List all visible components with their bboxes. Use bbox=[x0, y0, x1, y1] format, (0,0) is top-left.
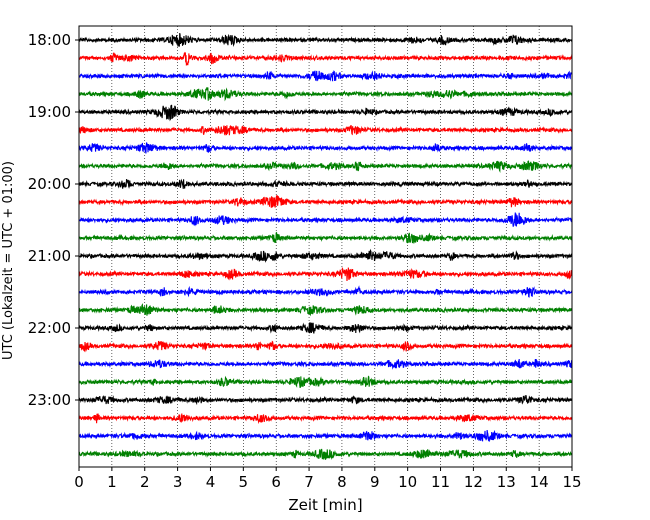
seismogram-trace bbox=[78, 160, 573, 173]
seismogram-trace bbox=[78, 448, 573, 460]
x-tick-label: 9 bbox=[370, 473, 380, 491]
seismogram-trace bbox=[78, 394, 573, 406]
y-tick-label: 19:00 bbox=[28, 103, 71, 121]
seismogram-trace bbox=[78, 358, 573, 370]
seismogram-trace bbox=[78, 248, 573, 263]
x-tick-label: 4 bbox=[206, 473, 216, 491]
seismogram-trace bbox=[78, 340, 573, 353]
seismogram-trace bbox=[78, 231, 573, 244]
seismogram-trace bbox=[78, 178, 573, 189]
seismogram-trace bbox=[78, 70, 573, 82]
x-tick-label: 7 bbox=[304, 473, 314, 491]
seismogram-trace bbox=[78, 375, 573, 388]
x-tick-label: 5 bbox=[239, 473, 249, 491]
y-tick-label: 18:00 bbox=[28, 31, 71, 49]
x-tick-label: 2 bbox=[140, 473, 150, 491]
seismogram-trace bbox=[78, 413, 573, 425]
seismogram-trace bbox=[78, 195, 573, 208]
x-tick-label: 3 bbox=[173, 473, 183, 491]
x-tick-label: 14 bbox=[530, 473, 549, 491]
x-tick-label: 10 bbox=[398, 473, 417, 491]
seismogram-trace bbox=[78, 87, 573, 102]
seismogram-traces bbox=[78, 33, 573, 460]
x-axis-ticks: 0 1 2 3 4 5 6 7 8 9 10 11 12 13 14 15 bbox=[74, 467, 582, 491]
seismogram-trace bbox=[78, 104, 573, 122]
y-tick-label: 22:00 bbox=[28, 319, 71, 337]
plot-frame bbox=[78, 25, 573, 468]
x-tick-label: 15 bbox=[562, 473, 581, 491]
seismogram-trace bbox=[78, 51, 573, 66]
seismogram-trace bbox=[78, 124, 573, 137]
y-tick-label: 21:00 bbox=[28, 247, 71, 265]
x-tick-label: 12 bbox=[464, 473, 483, 491]
seismogram-trace bbox=[78, 33, 573, 48]
y-axis-label: UTC (Lokalzeit = UTC + 01:00) bbox=[1, 161, 16, 360]
x-tick-label: 6 bbox=[271, 473, 281, 491]
seismogram-trace bbox=[78, 303, 573, 317]
x-tick-label: 13 bbox=[497, 473, 516, 491]
seismogram-trace bbox=[78, 322, 573, 334]
seismogram-trace bbox=[78, 429, 573, 442]
seismogram-trace bbox=[78, 285, 573, 298]
seismogram-trace bbox=[78, 212, 573, 227]
y-tick-label: 23:00 bbox=[28, 391, 71, 409]
x-tick-label: 0 bbox=[74, 473, 84, 491]
y-axis-ticks: 18:00 19:00 20:00 21:00 22:00 23:00 bbox=[28, 31, 79, 409]
x-tick-label: 8 bbox=[337, 473, 347, 491]
x-tick-label: 1 bbox=[107, 473, 117, 491]
x-tick-label: 11 bbox=[431, 473, 450, 491]
y-tick-label: 20:00 bbox=[28, 175, 71, 193]
seismogram-trace bbox=[78, 142, 573, 154]
x-axis-label: Zeit [min] bbox=[288, 496, 362, 514]
seismogram-trace bbox=[78, 266, 573, 282]
